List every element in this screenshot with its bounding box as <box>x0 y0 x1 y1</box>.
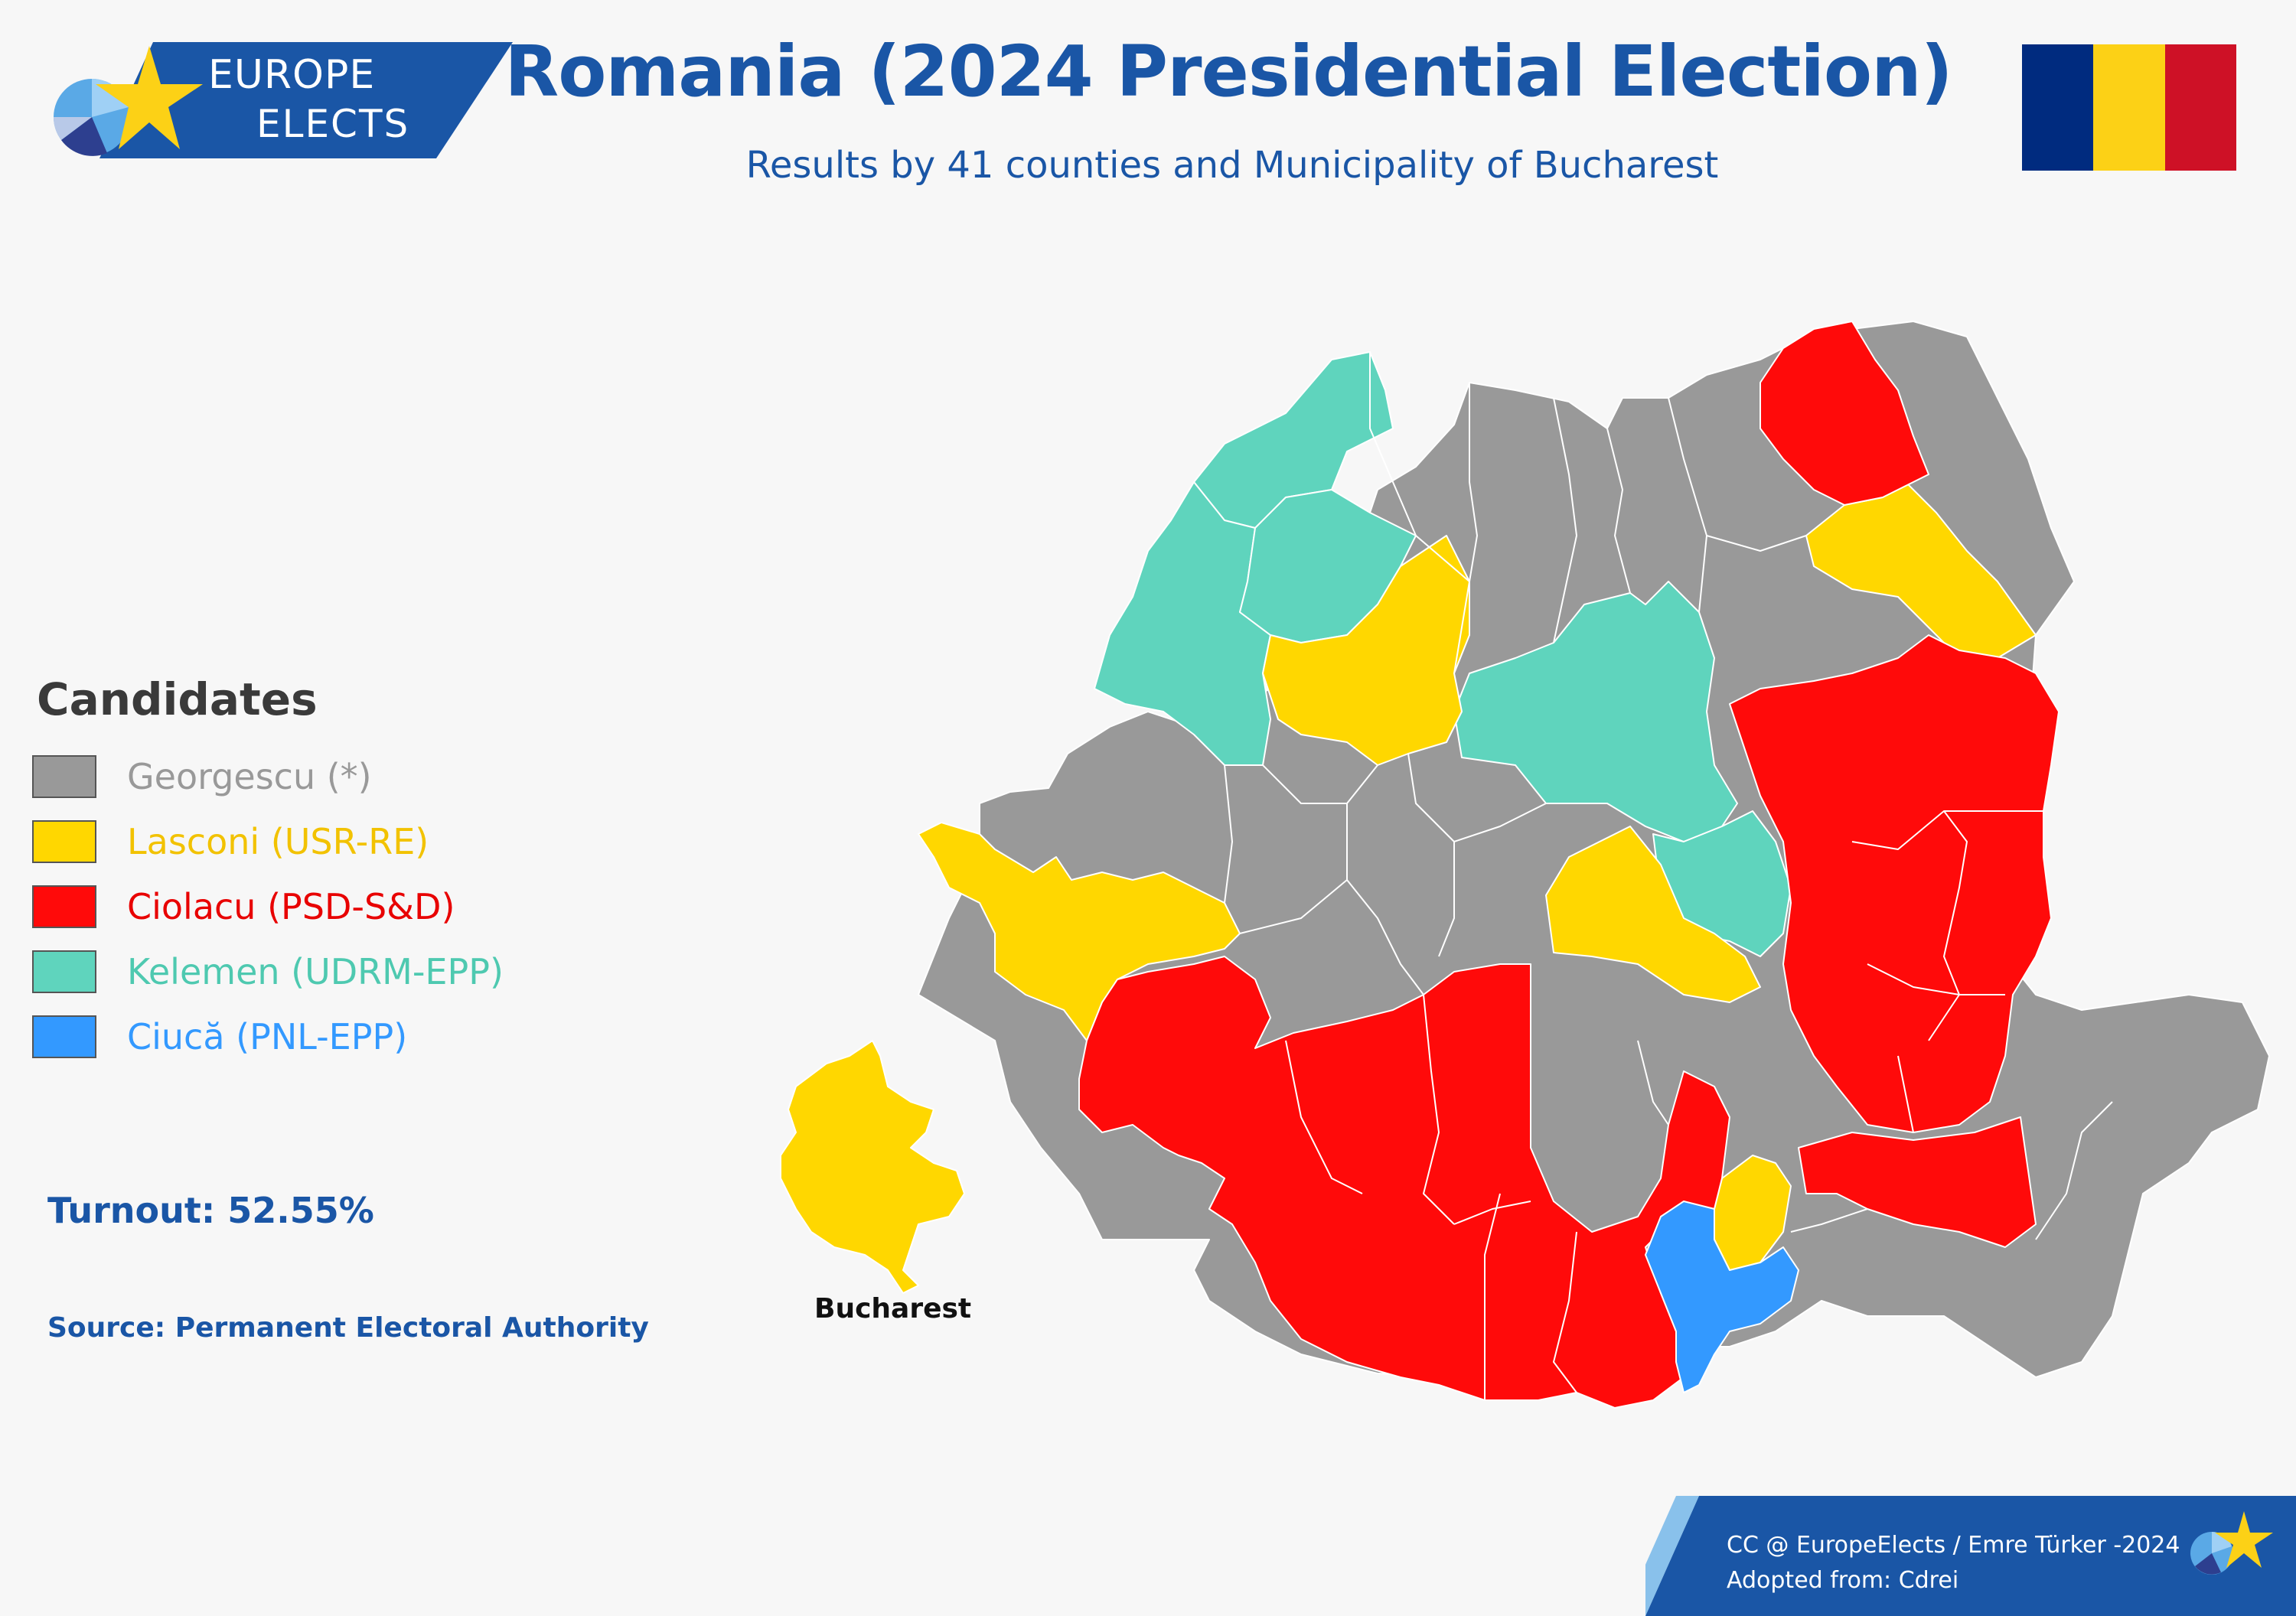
flag-stripe-yellow <box>2093 44 2165 171</box>
legend-title: Candidates <box>37 673 318 725</box>
legend-item-georgescu: Georgescu (*) <box>32 754 372 800</box>
bucharest-inset-label: Bucharest <box>814 1293 972 1324</box>
legend-swatch-ciolacu <box>32 885 96 928</box>
legend-swatch-kelemen <box>32 950 96 993</box>
legend-label-kelemen: Kelemen (UDRM-EPP) <box>127 951 504 992</box>
logo-text-europe: EUROPE <box>208 52 376 98</box>
logo-text-elects: ELECTS <box>256 102 410 146</box>
legend-item-ciuca: Ciucă (PNL-EPP) <box>32 1014 407 1060</box>
legend-swatch-georgescu <box>32 755 96 798</box>
legend-item-kelemen: Kelemen (UDRM-EPP) <box>32 949 504 995</box>
county-southeast-ciolacu <box>1798 1116 2037 1248</box>
source-text: Source: Permanent Electoral Authority <box>47 1312 649 1344</box>
flag-stripe-blue <box>2022 44 2094 171</box>
legend-item-lasconi: Lasconi (USR-RE) <box>32 819 429 865</box>
legend-label-ciuca: Ciucă (PNL-EPP) <box>127 1016 408 1057</box>
footer-credit: CC @ EuropeElects / Emre Türker -2024 <box>1727 1532 2180 1559</box>
footer-adopted: Adopted from: Cdrei <box>1727 1567 1959 1594</box>
map-subtitle: Results by 41 counties and Municipality … <box>745 144 1719 187</box>
europe-elects-logo <box>54 42 513 158</box>
county-timis-lasconi <box>918 822 1241 1041</box>
county-borders <box>1224 352 2113 1400</box>
county-northeast-ciolacu <box>1760 321 1929 506</box>
county-brasov-lasconi <box>1545 826 1761 1003</box>
county-moldova-ciolacu <box>1729 634 2060 1133</box>
bucharest-inset-lasconi <box>780 1040 965 1294</box>
legend-swatch-lasconi <box>32 820 96 863</box>
legend-label-georgescu: Georgescu (*) <box>127 756 372 797</box>
legend-label-lasconi: Lasconi (USR-RE) <box>127 821 429 862</box>
turnout-text: Turnout: 52.55% <box>47 1190 374 1231</box>
map-title: Romania (2024 Presidential Election) <box>504 31 1952 112</box>
county-cluj-lasconi <box>1262 535 1470 766</box>
romania-flag <box>2022 44 2236 171</box>
flag-stripe-red <box>2164 44 2236 171</box>
county-giurgiu-ciuca <box>1645 1201 1799 1393</box>
legend-label-ciolacu: Ciolacu (PSD-S&D) <box>127 886 455 927</box>
legend-swatch-ciuca <box>32 1015 96 1058</box>
legend-item-ciolacu: Ciolacu (PSD-S&D) <box>32 884 455 930</box>
county-oltenia-ciolacu <box>1078 956 1730 1409</box>
footer-banner <box>1645 1496 2296 1616</box>
county-mures-harghita-kelemen <box>1453 581 1738 842</box>
